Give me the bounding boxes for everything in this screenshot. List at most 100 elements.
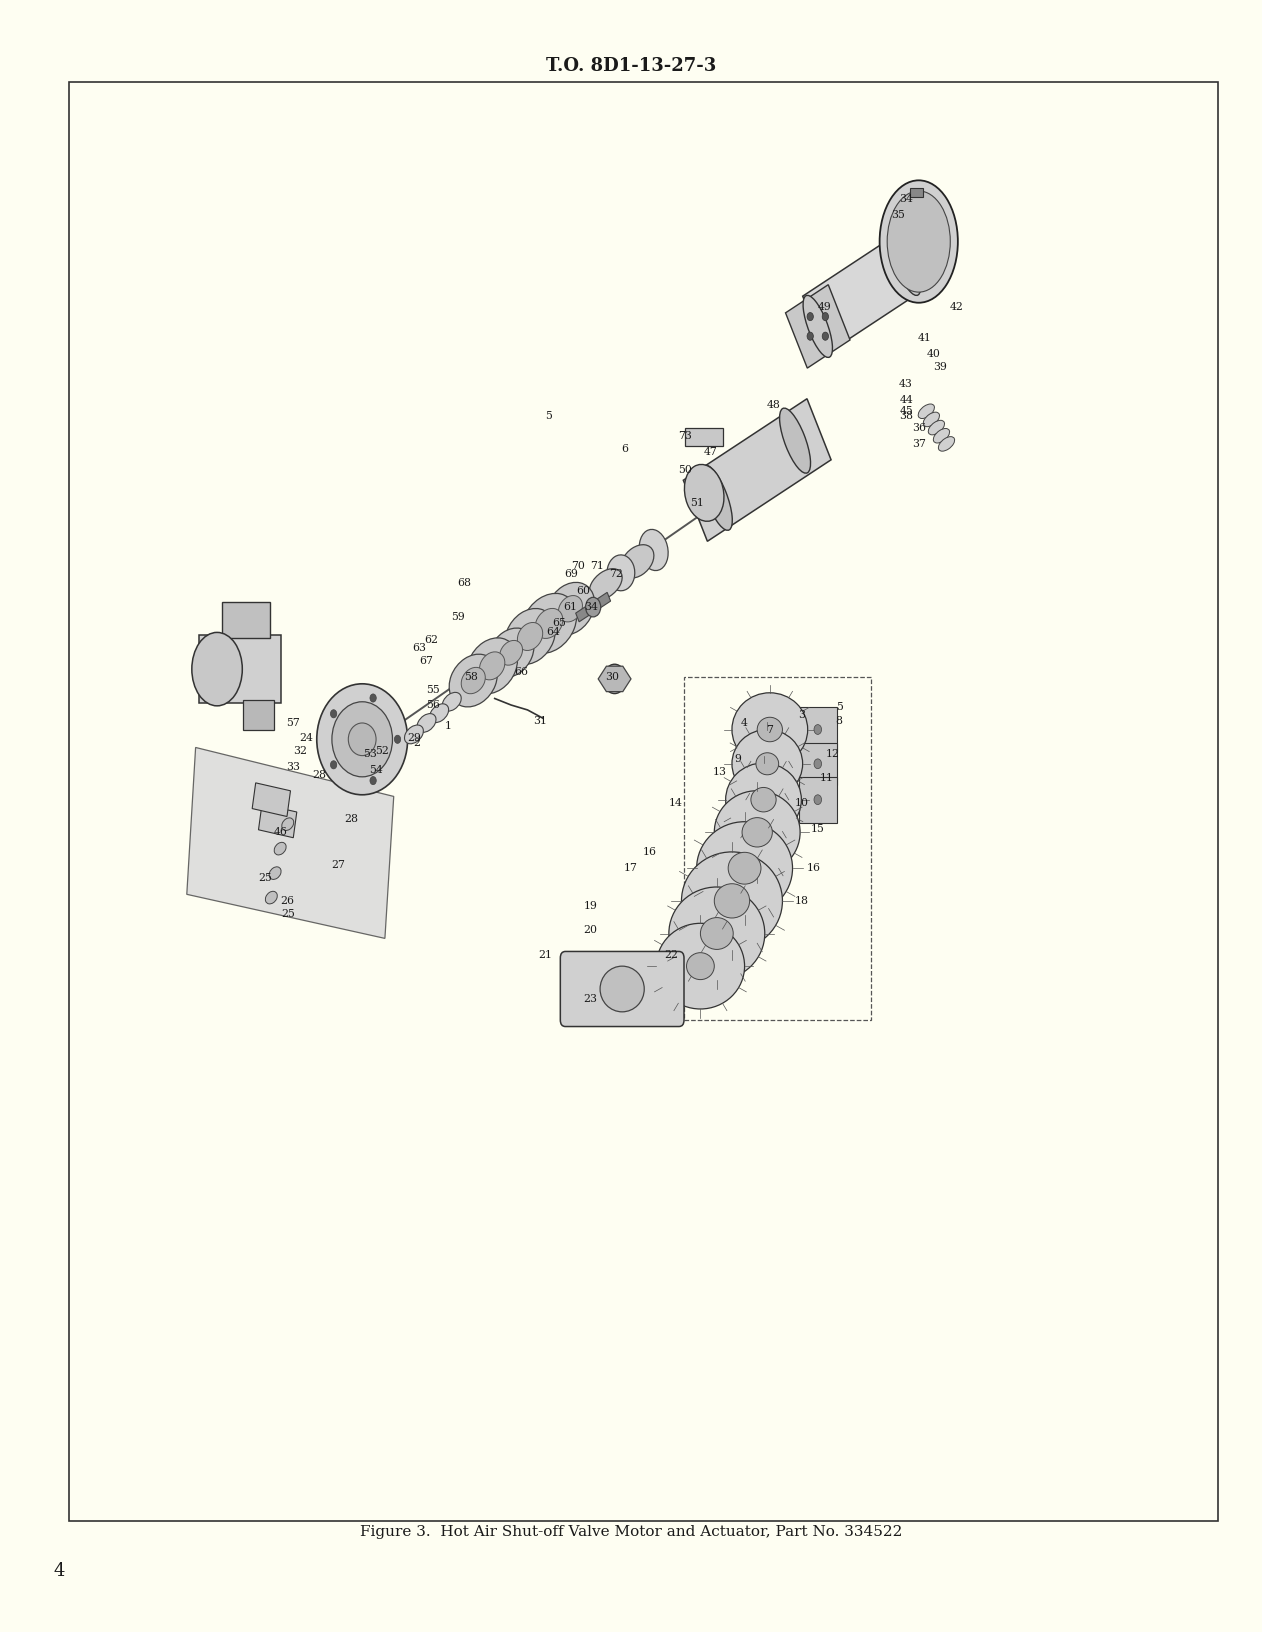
Ellipse shape [589,568,622,601]
Ellipse shape [814,759,822,769]
Ellipse shape [535,609,563,638]
Ellipse shape [331,710,337,718]
Text: 52: 52 [376,746,389,756]
Text: 62: 62 [424,635,439,645]
Ellipse shape [443,692,461,712]
Text: 46: 46 [274,827,286,837]
Ellipse shape [461,667,486,694]
Ellipse shape [517,622,543,651]
Ellipse shape [640,529,668,571]
Text: 71: 71 [591,561,603,571]
Text: 69: 69 [565,570,578,579]
Ellipse shape [521,594,577,653]
Ellipse shape [621,545,654,578]
Bar [252,783,290,816]
Polygon shape [598,666,631,692]
Text: 25: 25 [259,873,271,883]
Text: 53: 53 [363,749,376,759]
Text: 40: 40 [928,349,940,359]
Text: 28: 28 [312,770,327,780]
Text: 65: 65 [553,619,565,628]
Ellipse shape [742,818,772,847]
Bar [803,233,921,354]
Ellipse shape [681,852,782,950]
Ellipse shape [924,413,939,426]
Text: 54: 54 [370,765,382,775]
Bar [785,284,851,369]
Text: 59: 59 [452,612,464,622]
Text: 28: 28 [343,814,358,824]
Ellipse shape [702,465,732,530]
Ellipse shape [726,762,801,836]
Text: 37: 37 [912,439,925,449]
Ellipse shape [467,638,517,694]
Text: 66: 66 [514,667,529,677]
Ellipse shape [887,191,950,292]
Text: 25: 25 [281,909,294,919]
Ellipse shape [880,181,958,304]
Ellipse shape [934,429,949,442]
Ellipse shape [192,632,242,705]
Text: 61: 61 [563,602,578,612]
Text: 16: 16 [806,863,822,873]
Ellipse shape [265,891,278,904]
Ellipse shape [732,692,808,765]
Ellipse shape [546,583,594,635]
Bar [242,700,274,730]
Text: 5: 5 [545,411,553,421]
Text: 55: 55 [427,685,439,695]
Text: 39: 39 [934,362,946,372]
Ellipse shape [370,777,376,785]
Text: 47: 47 [704,447,717,457]
Bar [799,707,837,752]
Text: 10: 10 [794,798,809,808]
Text: 58: 58 [464,672,477,682]
Text: 7: 7 [766,725,774,734]
Ellipse shape [449,654,497,707]
Ellipse shape [803,295,833,357]
Text: 41: 41 [919,333,931,343]
Text: 5: 5 [835,702,843,712]
Ellipse shape [697,823,793,914]
Text: 38: 38 [899,411,914,421]
Text: 73: 73 [679,431,692,441]
Ellipse shape [939,437,954,450]
Ellipse shape [488,628,534,677]
Ellipse shape [684,465,724,521]
Ellipse shape [732,730,803,798]
Ellipse shape [669,888,765,979]
Ellipse shape [808,333,814,341]
Text: 2: 2 [413,738,420,747]
Text: 4: 4 [53,1562,64,1580]
FancyBboxPatch shape [560,951,684,1027]
Text: 9: 9 [734,754,742,764]
Text: 50: 50 [679,465,692,475]
Text: 26: 26 [280,896,295,906]
Ellipse shape [823,333,829,341]
Text: 44: 44 [900,395,912,405]
Ellipse shape [728,852,761,885]
Ellipse shape [586,597,601,617]
Text: 1: 1 [444,721,452,731]
Bar [799,777,837,823]
Ellipse shape [274,842,286,855]
Ellipse shape [430,703,448,723]
Text: 34: 34 [900,194,912,204]
Text: 8: 8 [835,716,843,726]
Bar [259,805,297,837]
Ellipse shape [480,651,505,681]
Ellipse shape [700,917,733,950]
Text: 45: 45 [900,406,912,416]
Ellipse shape [919,405,934,418]
Ellipse shape [505,609,555,664]
Text: 29: 29 [408,733,420,743]
Ellipse shape [405,725,423,744]
Ellipse shape [757,716,782,741]
Text: Figure 3.  Hot Air Shut-off Valve Motor and Actuator, Part No. 334522: Figure 3. Hot Air Shut-off Valve Motor a… [360,1524,902,1539]
Ellipse shape [317,684,408,795]
Ellipse shape [751,787,776,811]
Ellipse shape [756,752,779,775]
Text: 11: 11 [819,774,834,783]
Text: 63: 63 [411,643,427,653]
Text: 33: 33 [285,762,300,772]
